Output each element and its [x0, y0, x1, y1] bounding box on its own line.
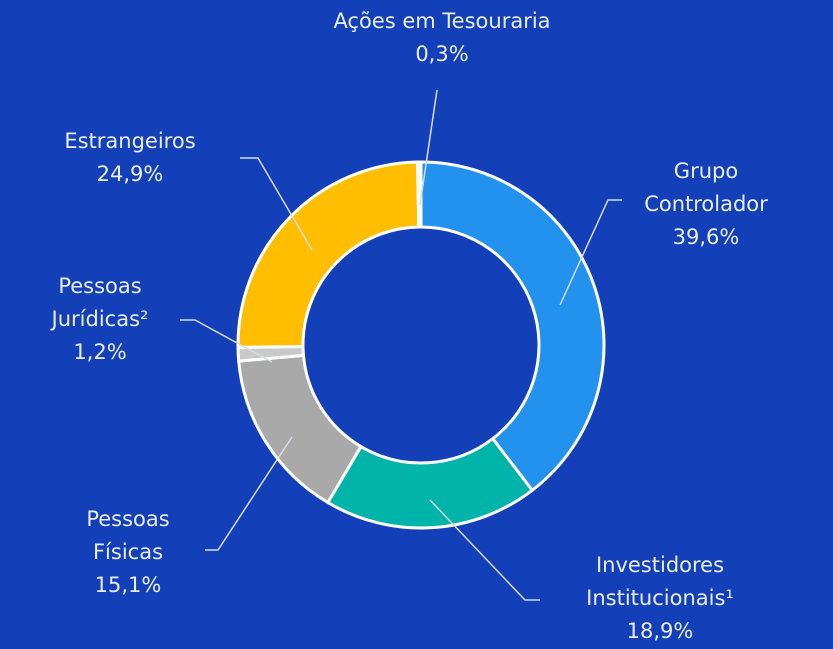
donut-segment: [236, 160, 421, 349]
label: Estrangeiros 24,9%: [30, 125, 230, 191]
label: Pessoas Físicas 15,1%: [68, 503, 188, 602]
value-label: 24,9%: [96, 162, 164, 186]
leader-line: [429, 499, 540, 601]
value-label: 18,9%: [626, 619, 694, 643]
label: Ações em Tesouraria 0,3%: [282, 5, 602, 71]
value-label: 0,3%: [415, 42, 469, 66]
category-label: Estrangeiros: [64, 129, 196, 153]
donut-segment: [237, 353, 363, 505]
leader-line: [419, 89, 438, 206]
category-label: Investidores Institucionais¹: [586, 553, 734, 610]
category-label: Pessoas Jurídicas²: [51, 274, 149, 331]
label: Investidores Institucionais¹ 18,9%: [560, 549, 760, 648]
category-label: Ações em Tesouraria: [333, 9, 551, 33]
leader-line: [559, 199, 622, 306]
donut-segment: [419, 160, 606, 493]
category-label: Grupo Controlador: [644, 159, 768, 216]
value-label: 1,2%: [73, 340, 127, 364]
category-label: Pessoas Físicas: [86, 507, 170, 564]
label: Pessoas Jurídicas² 1,2%: [25, 270, 175, 369]
leader-line: [180, 319, 273, 363]
value-label: 15,1%: [94, 573, 162, 597]
label: Grupo Controlador 39,6%: [631, 155, 781, 254]
value-label: 39,6%: [672, 225, 740, 249]
leader-line: [240, 157, 313, 251]
leader-line: [205, 436, 293, 551]
donut-segment: [416, 160, 423, 229]
